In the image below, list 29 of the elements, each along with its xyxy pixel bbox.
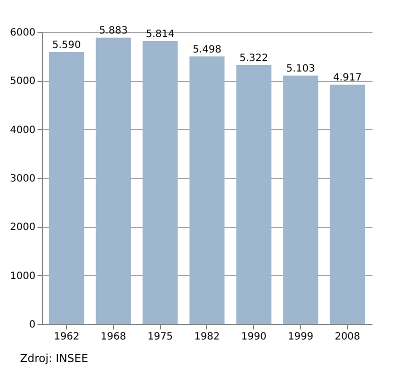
data-label: 5.103 [286,64,315,75]
y-tick-label: 5000 [10,76,36,88]
data-label: 4.917 [333,72,362,84]
bar [189,56,225,324]
y-tick-label: 6000 [10,28,36,38]
y-tick-label: 2000 [10,222,36,234]
bar [236,64,272,324]
bar [283,76,318,324]
x-tick-label: 1975 [147,332,173,342]
data-label: 5.590 [52,40,81,51]
bar [330,84,365,324]
text: Zdroj: INSEE [20,352,88,365]
x-tick-label: 1990 [241,332,267,342]
y-tick-label: 3000 [10,174,36,184]
bar [96,38,131,324]
y-tick-label: 1000 [10,270,36,282]
x-tick-label: 1968 [100,332,126,342]
x-tick-label: 1962 [54,332,80,342]
data-label: 5.498 [192,44,222,56]
x-tick-label: 1999 [288,332,314,342]
bar [142,41,178,324]
data-label: 5.814 [146,29,175,40]
x-tick-label: 2008 [334,332,360,342]
y-tick-label: 0 [29,320,36,330]
data-label: 5.322 [239,52,268,64]
data-label: 5.883 [99,26,128,37]
x-tick-label: 1982 [194,332,220,342]
y-tick-label: 4000 [10,124,36,136]
bar [49,52,84,324]
